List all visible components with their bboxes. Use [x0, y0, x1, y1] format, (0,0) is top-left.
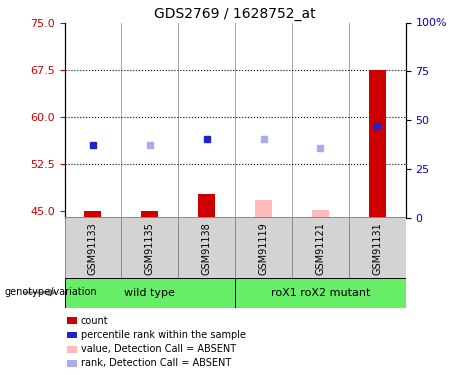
Text: rank, Detection Call = ABSENT: rank, Detection Call = ABSENT — [81, 358, 231, 368]
Bar — [65, 217, 121, 278]
Bar — [65, 278, 235, 308]
Text: GSM91138: GSM91138 — [201, 222, 212, 275]
Bar — [178, 217, 235, 278]
Text: GSM91133: GSM91133 — [88, 222, 98, 275]
Text: percentile rank within the sample: percentile rank within the sample — [81, 330, 246, 340]
Bar — [198, 194, 215, 217]
Bar — [235, 278, 406, 308]
Text: GSM91119: GSM91119 — [259, 222, 269, 275]
Title: GDS2769 / 1628752_at: GDS2769 / 1628752_at — [154, 8, 316, 21]
Bar — [349, 217, 406, 278]
Bar — [255, 200, 272, 217]
Text: GSM91121: GSM91121 — [315, 222, 325, 275]
Text: roX1 roX2 mutant: roX1 roX2 mutant — [271, 288, 370, 297]
Text: value, Detection Call = ABSENT: value, Detection Call = ABSENT — [81, 344, 236, 354]
Text: GSM91135: GSM91135 — [145, 222, 155, 275]
Bar — [121, 217, 178, 278]
Text: genotype/variation: genotype/variation — [5, 287, 97, 297]
Text: wild type: wild type — [124, 288, 175, 297]
Bar — [292, 217, 349, 278]
Bar — [369, 70, 386, 217]
Bar — [84, 211, 101, 218]
Bar — [235, 217, 292, 278]
Bar — [312, 210, 329, 218]
Text: GSM91131: GSM91131 — [372, 222, 382, 275]
Bar — [142, 211, 159, 218]
Text: count: count — [81, 316, 108, 326]
